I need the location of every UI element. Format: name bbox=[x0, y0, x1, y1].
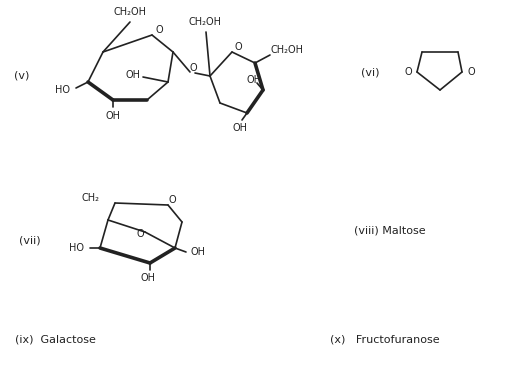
Text: CH₂OH: CH₂OH bbox=[188, 17, 222, 27]
Text: CH₂: CH₂ bbox=[82, 193, 100, 203]
Text: O: O bbox=[189, 63, 197, 73]
Text: (ix)  Galactose: (ix) Galactose bbox=[14, 335, 95, 345]
Text: O: O bbox=[136, 229, 144, 239]
Text: (x)   Fructofuranose: (x) Fructofuranose bbox=[330, 335, 440, 345]
Text: OH: OH bbox=[232, 123, 247, 133]
Text: OH: OH bbox=[125, 70, 140, 80]
Text: HO: HO bbox=[69, 243, 83, 253]
Text: (vii): (vii) bbox=[19, 235, 41, 245]
Text: (v): (v) bbox=[14, 70, 30, 80]
Text: O: O bbox=[168, 195, 176, 205]
Text: O: O bbox=[155, 25, 163, 35]
Text: CH₂OH: CH₂OH bbox=[270, 45, 304, 55]
Text: OH: OH bbox=[246, 75, 262, 85]
Text: OH: OH bbox=[140, 273, 156, 283]
Text: HO: HO bbox=[55, 85, 71, 95]
Text: CH₂OH: CH₂OH bbox=[114, 7, 146, 17]
Text: O: O bbox=[467, 67, 475, 77]
Text: O: O bbox=[234, 42, 242, 52]
Text: OH: OH bbox=[190, 247, 205, 257]
Text: O: O bbox=[404, 67, 412, 77]
Text: (vi): (vi) bbox=[361, 67, 379, 77]
Text: (viii) Maltose: (viii) Maltose bbox=[354, 225, 426, 235]
Text: OH: OH bbox=[105, 111, 120, 121]
